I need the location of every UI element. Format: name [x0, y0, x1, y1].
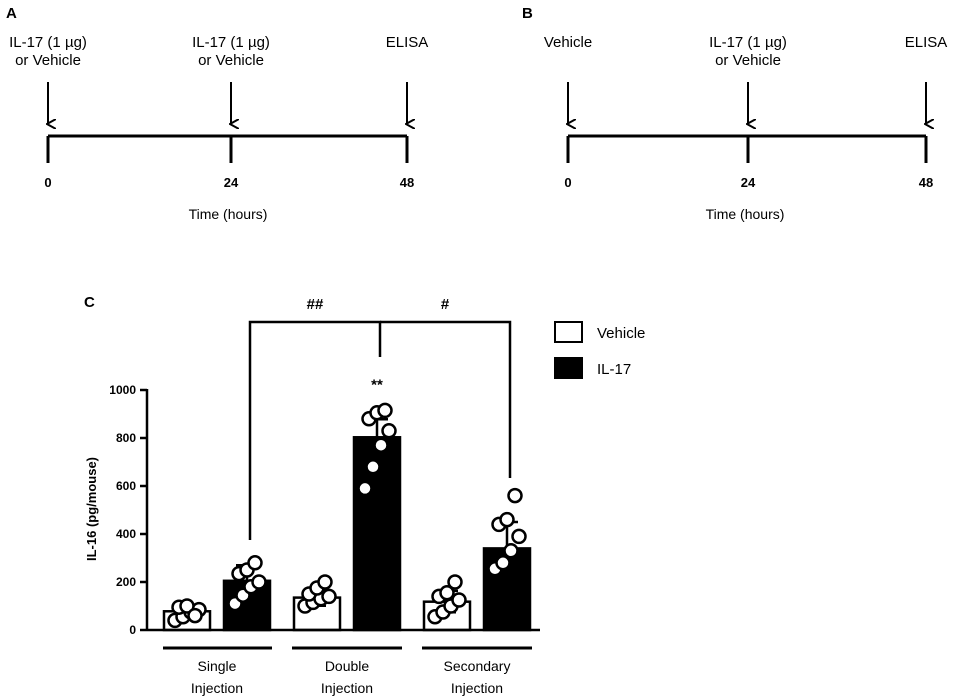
panel-b: B Vehicle IL-17 (1 µg) or Vehicle ELISA …: [522, 5, 947, 222]
legend: Vehicle IL-17: [554, 321, 645, 379]
panel-b-axis-title: Time (hours): [706, 206, 785, 222]
group-label-double-line-1: Double: [325, 658, 370, 674]
point-il-17-double-injection-7: [377, 402, 393, 419]
panel-c-label: C: [84, 294, 95, 311]
panel-a-label: A: [6, 5, 17, 22]
panel-c: C Vehicle IL-17 ## # IL-16 (pg/mouse) 0 2…: [84, 294, 645, 696]
panel-a-event-1-line-2: or Vehicle: [15, 52, 81, 69]
significance-brackets: ## #: [248, 296, 512, 540]
group-labels: Single Injection Double Injection Second…: [163, 646, 532, 696]
panel-b-event-2-line-2: or Vehicle: [715, 52, 781, 69]
bracket-single-double: [248, 320, 382, 540]
annotation-1: **: [371, 376, 383, 393]
panel-a: A IL-17 (1 µg) or Vehicle IL-17 (1 µg) o…: [6, 5, 428, 222]
y-tick-label-200: 200: [116, 575, 136, 589]
bracket-double-secondary: [380, 320, 512, 478]
point-il-17-secondary-injection-2: [495, 555, 511, 571]
point-il-17-secondary-injection-4: [511, 528, 527, 545]
point-vehicle-double-injection-4: [321, 588, 337, 605]
point-il-17-single-injection-7: [247, 555, 263, 571]
y-tick-label-0: 0: [129, 623, 136, 637]
group-label-secondary-line-1: Secondary: [444, 658, 511, 674]
panel-a-event-3-line-1: ELISA: [386, 34, 429, 51]
group-label-double-line-2: Injection: [321, 680, 373, 696]
point-vehicle-single-injection-7: [187, 607, 203, 624]
point-il-17-double-injection-1: [357, 480, 373, 497]
legend-vehicle-label: Vehicle: [597, 325, 645, 342]
plot-area: 0 200 400 600 800 1000 **: [109, 376, 540, 637]
legend-vehicle-swatch: [554, 321, 583, 343]
point-il-17-secondary-injection-6: [499, 511, 515, 528]
bracket-label-double-hash: ##: [307, 296, 324, 313]
y-tick-label-800: 800: [116, 431, 136, 445]
panel-b-event-1-line-1: Vehicle: [544, 34, 592, 51]
panel-a-tick-label-48: 48: [400, 175, 414, 190]
panel-a-tick-label-0: 0: [44, 175, 51, 190]
legend-il17-label: IL-17: [597, 361, 631, 378]
panel-a-event-2-line-2: or Vehicle: [198, 52, 264, 69]
panel-a-event-1-line-1: IL-17 (1 µg): [9, 34, 87, 51]
legend-il17-swatch: [554, 357, 583, 379]
panel-a-tick-label-24: 24: [224, 175, 239, 190]
panel-b-tick-label-0: 0: [564, 175, 571, 190]
group-label-single-line-2: Injection: [191, 680, 243, 696]
group-label-single-line-1: Single: [198, 658, 237, 674]
point-vehicle-double-injection-7: [317, 574, 333, 590]
point-vehicle-secondary-injection-4: [451, 592, 467, 608]
y-tick-label-600: 600: [116, 479, 136, 493]
bracket-label-single-hash: #: [441, 296, 450, 313]
point-il-17-double-injection-3: [373, 437, 389, 453]
point-vehicle-single-injection-6: [179, 598, 195, 614]
y-tick-label-1000: 1000: [109, 383, 136, 397]
point-vehicle-secondary-injection-6: [439, 585, 455, 601]
panel-b-label: B: [522, 5, 533, 22]
point-il-17-double-injection-4: [381, 423, 397, 439]
panel-a-event-2-line-1: IL-17 (1 µg): [192, 34, 270, 51]
panel-b-event-2-line-1: IL-17 (1 µg): [709, 34, 787, 51]
panel-b-tick-label-48: 48: [919, 175, 933, 190]
y-axis-title: IL-16 (pg/mouse): [84, 457, 99, 561]
y-tick-label-400: 400: [116, 527, 136, 541]
point-il-17-single-injection-4: [251, 574, 267, 590]
point-vehicle-secondary-injection-7: [447, 574, 463, 590]
panel-a-axis-title: Time (hours): [189, 206, 268, 222]
point-il-17-secondary-injection-7: [507, 487, 523, 504]
panel-b-event-3-line-1: ELISA: [905, 34, 948, 51]
group-label-secondary-line-2: Injection: [451, 680, 503, 696]
point-il-17-secondary-injection-3: [503, 543, 519, 559]
panel-b-tick-label-24: 24: [741, 175, 756, 190]
point-il-17-double-injection-2: [365, 459, 381, 475]
